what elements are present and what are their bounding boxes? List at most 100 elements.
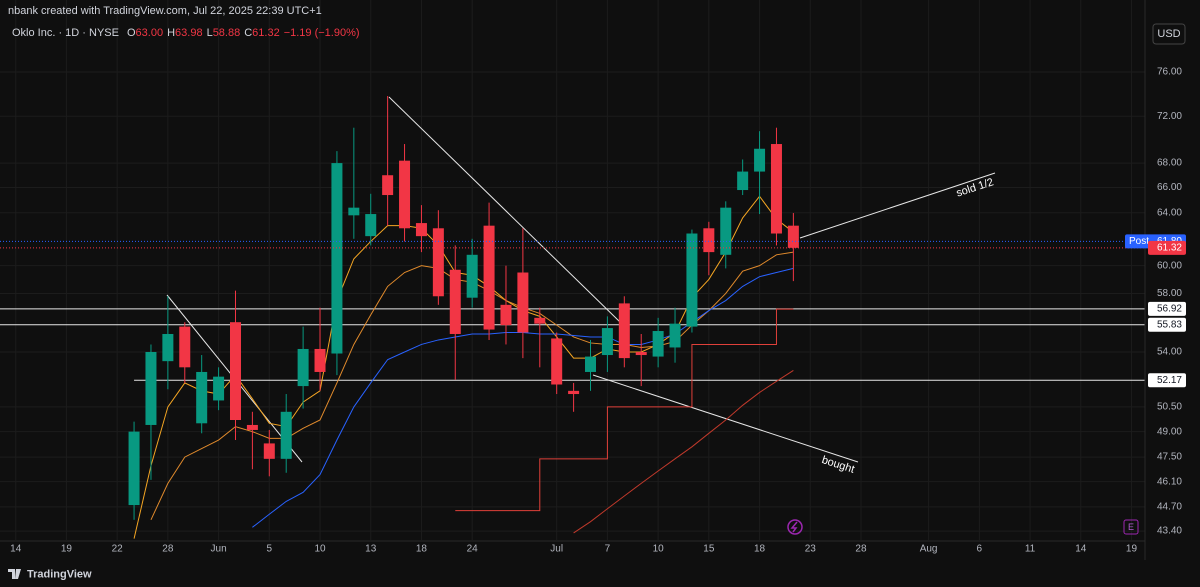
ohlc-key: O — [127, 27, 136, 39]
y-tick-label: 60.00 — [1157, 260, 1182, 271]
ohlc-value: 61.32 — [252, 27, 280, 39]
indicator-line — [573, 369, 794, 534]
trendline — [388, 96, 621, 323]
trendline — [799, 172, 996, 239]
level-label: 55.83 — [1157, 319, 1182, 330]
candle-body — [720, 207, 732, 255]
currency-box[interactable] — [1152, 23, 1186, 45]
x-tick-label: 5 — [267, 544, 273, 555]
candle-body — [517, 272, 529, 333]
level-tag — [1148, 317, 1186, 332]
x-tick-label: 28 — [162, 544, 174, 555]
x-tick-label: Jun — [211, 544, 227, 555]
candle-body — [652, 331, 664, 357]
candle-body — [331, 163, 343, 354]
y-tick-label: 47.50 — [1157, 452, 1182, 463]
level-label: 56.92 — [1157, 303, 1182, 314]
candle-body — [246, 424, 258, 430]
candle-body — [179, 326, 191, 368]
candle-body — [196, 371, 208, 424]
ohlc-key: C — [244, 27, 252, 39]
candle-body — [229, 322, 241, 420]
level-tag — [1148, 301, 1186, 316]
y-tick-label: 46.10 — [1157, 476, 1182, 487]
earnings-icon[interactable] — [1123, 519, 1139, 535]
x-tick-label: 6 — [977, 544, 983, 555]
candle-body — [314, 348, 326, 372]
x-tick-label: 15 — [703, 544, 715, 555]
x-tick-label: 10 — [314, 544, 326, 555]
ohlc-value: 58.88 — [213, 27, 241, 39]
x-tick-label: 10 — [653, 544, 665, 555]
candle-body — [737, 171, 749, 191]
plot — [0, 96, 1145, 539]
x-tick-label: 22 — [112, 544, 124, 555]
x-tick-label: 19 — [61, 544, 73, 555]
x-tick-label: 13 — [365, 544, 377, 555]
candle-body — [601, 328, 613, 356]
candle-body — [263, 443, 275, 459]
last-label: 61.32 — [1157, 242, 1182, 253]
candle-body — [686, 233, 698, 327]
candle-body — [669, 323, 681, 348]
ohlc-value: 63.00 — [136, 27, 164, 39]
x-tick-label: 24 — [467, 544, 479, 555]
y-tick-label: 54.00 — [1157, 347, 1182, 358]
candle-body — [348, 207, 360, 216]
y-tick-label: 66.00 — [1157, 182, 1182, 193]
candle-body — [551, 338, 563, 385]
post-label: Post — [1129, 236, 1149, 247]
trendline — [592, 374, 859, 463]
brand: TradingView — [27, 568, 92, 580]
change: −1.19 (−1.90%) — [284, 27, 360, 39]
candle-body — [568, 390, 580, 395]
candle-body — [162, 333, 174, 362]
candle-body — [618, 303, 630, 359]
x-tick-label: 19 — [1126, 544, 1138, 555]
x-tick-label: 14 — [1075, 544, 1087, 555]
footer — [0, 562, 1200, 587]
ohlc-value: 63.98 — [175, 27, 203, 39]
x-tick-label: 11 — [1025, 544, 1036, 555]
ohlc-key: H — [167, 27, 175, 39]
currency: USD — [1157, 28, 1180, 40]
x-tick-label: 23 — [805, 544, 817, 555]
brand-logo — [8, 569, 21, 579]
lightning-icon[interactable] — [787, 519, 803, 535]
level-tag — [1148, 373, 1186, 388]
candle-body — [297, 348, 309, 387]
candle-body — [635, 351, 647, 356]
x-tick-label: 18 — [754, 544, 766, 555]
symbol: Oklo Inc. · 1D · NYSE — [12, 27, 119, 39]
candle-body — [534, 317, 546, 324]
y-tick-label: 72.00 — [1157, 111, 1182, 122]
y-tick-label: 68.00 — [1157, 158, 1182, 169]
indicator-line — [133, 195, 794, 539]
candle-body — [128, 431, 140, 506]
y-tick-label: 49.00 — [1157, 426, 1182, 437]
y-tick-label: 76.00 — [1157, 67, 1182, 78]
symbol-legend: Oklo Inc. · 1D · NYSE O63.00 H63.98 L58.88 C… — [12, 27, 360, 39]
x-tick-label: 18 — [416, 544, 428, 555]
candle-body — [432, 228, 444, 297]
candle-body — [213, 376, 225, 401]
credit: nbank created with TradingView.com, Jul … — [8, 5, 322, 17]
y-tick-label: 58.00 — [1157, 288, 1182, 299]
x-tick-label: Aug — [920, 544, 938, 555]
candle-body — [365, 214, 377, 237]
y-tick-label: 43.40 — [1157, 526, 1182, 537]
earnings-label: E — [1128, 522, 1134, 532]
ohlc-key: L — [207, 27, 213, 39]
candle-body — [449, 269, 461, 334]
candle-body — [770, 144, 782, 234]
candle-body — [280, 411, 292, 459]
y-tick-label: 64.00 — [1157, 207, 1182, 218]
candle-body — [500, 304, 512, 326]
candle-body — [585, 356, 597, 372]
candle-body — [483, 225, 495, 330]
y-tick-label: 44.70 — [1157, 502, 1182, 513]
candle-body — [703, 228, 715, 253]
last-tag — [1148, 240, 1186, 255]
